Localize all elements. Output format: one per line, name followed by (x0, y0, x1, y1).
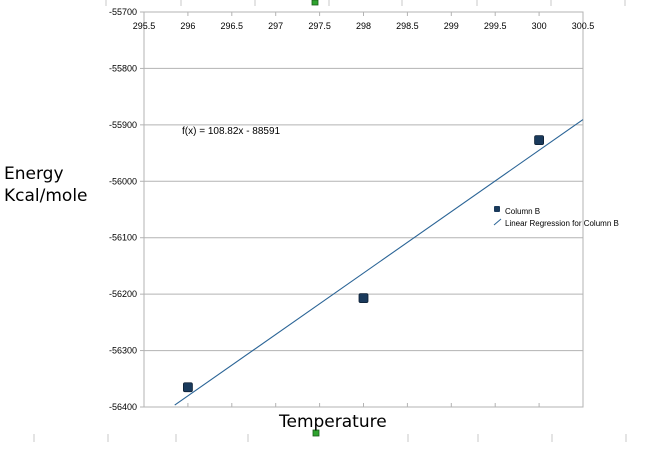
annotations: f(x) = 108.82x - 88591 (182, 126, 281, 137)
y-tick-label: -56200 (109, 289, 137, 299)
legend-label-regression: Linear Regression for Column B (505, 219, 619, 228)
y-tick-label: -56000 (109, 176, 137, 186)
axes (140, 11, 584, 408)
selection-handles (33, 0, 627, 442)
y-axis-label-line-1: Energy (4, 164, 64, 184)
selection-handle-top (311, 0, 319, 6)
legend-marker-column-b (494, 206, 500, 212)
x-tick-label: 298.5 (396, 21, 419, 31)
legend-marker-regression (493, 218, 502, 226)
x-tick-label: 299 (444, 21, 459, 31)
legend-label-column-b: Column B (505, 207, 540, 216)
legend: Column B Linear Regression for Column B (493, 206, 619, 228)
selection-handle-bottom (312, 429, 320, 437)
x-tick-label: 296.5 (221, 21, 244, 31)
x-tick-label: 299.5 (484, 21, 507, 31)
data-point (182, 382, 193, 393)
y-axis-label-line-2: Kcal/mole (4, 186, 88, 206)
y-tick-label: -55900 (109, 120, 137, 130)
data-point (358, 293, 369, 303)
x-tick-label: 300 (532, 21, 547, 31)
tick-labels: -55700 -55800 -55900 -56000 -56100 -56200 -563… (109, 7, 594, 412)
x-tick-label: 297 (268, 21, 283, 31)
y-tick-label: -56100 (109, 233, 137, 243)
x-tick-label: 295.5 (133, 21, 156, 31)
x-tick-label: 298 (356, 21, 371, 31)
x-tick-label: 300.5 (572, 21, 595, 31)
y-axis-label: Energy Kcal/mole (4, 163, 88, 207)
x-tick-label: 297.5 (308, 21, 331, 31)
y-tick-label: -56400 (109, 402, 137, 412)
y-tick-label: -56300 (109, 346, 137, 356)
y-tick-label: -55800 (109, 63, 137, 73)
regression-line (174, 119, 584, 406)
x-tick-label: 296 (180, 21, 195, 31)
plot-frame (143, 11, 584, 408)
data-points (182, 135, 544, 393)
x-axis-label: Temperature (279, 412, 387, 432)
regression-line-group (174, 119, 584, 406)
data-point (534, 135, 544, 145)
regression-equation: f(x) = 108.82x - 88591 (182, 126, 281, 137)
y-tick-label: -55700 (109, 7, 137, 17)
